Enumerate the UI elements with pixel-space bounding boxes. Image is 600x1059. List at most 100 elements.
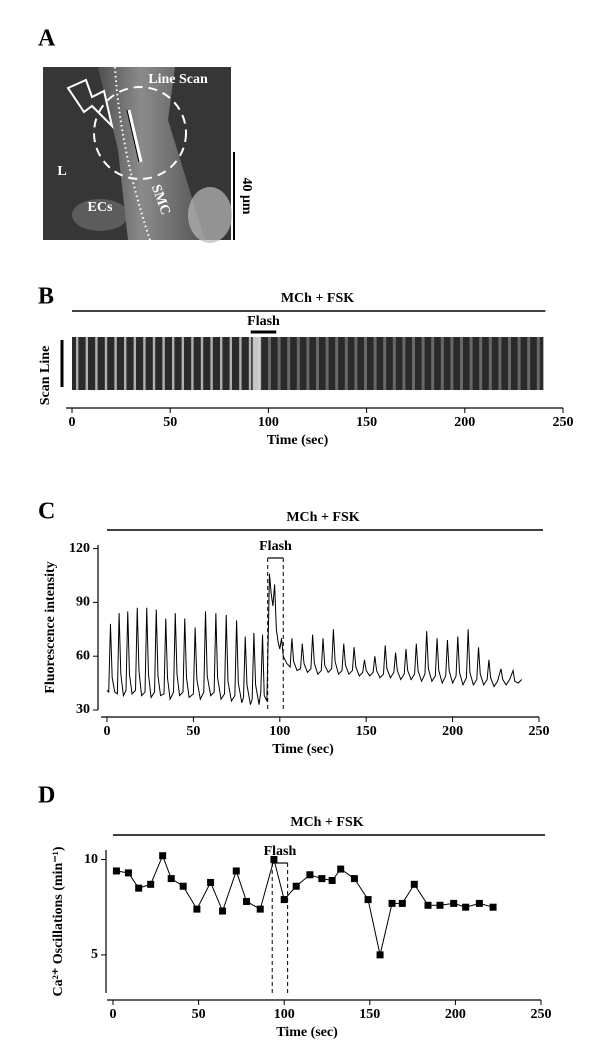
data-marker xyxy=(388,899,396,907)
kymograph-stripe xyxy=(536,337,540,390)
data-marker xyxy=(376,951,384,959)
kymograph-stripe xyxy=(200,337,204,390)
x-tick-label: 100 xyxy=(258,415,279,430)
x-tick-label: 150 xyxy=(356,724,377,739)
data-marker xyxy=(450,899,458,907)
kymograph xyxy=(72,337,544,390)
kymograph-stripe xyxy=(114,337,117,390)
kymograph-stripe xyxy=(354,337,358,390)
treatment-label: MCh + FSK xyxy=(286,510,359,525)
data-marker xyxy=(318,875,326,883)
kymograph-stripe xyxy=(76,337,79,390)
panel-label: B xyxy=(38,284,54,310)
kymograph-stripe xyxy=(469,337,473,390)
kymograph-stripe xyxy=(210,337,213,390)
y-tick-label: 5 xyxy=(91,947,98,962)
data-marker xyxy=(462,903,470,911)
y-axis-label: Ca²⁺ Oscillations (min⁻¹) xyxy=(51,846,66,996)
flash-bar xyxy=(250,330,277,334)
data-marker xyxy=(124,869,132,877)
x-axis-label: Time (sec) xyxy=(267,433,329,448)
kymograph-stripe xyxy=(191,337,194,390)
kymograph-stripe xyxy=(124,337,127,390)
y-tick-label: 10 xyxy=(84,852,98,867)
kymograph-stripe xyxy=(392,337,396,390)
data-marker xyxy=(292,882,300,890)
flash-label: Flash xyxy=(247,314,280,329)
kymograph-stripe xyxy=(335,337,339,390)
data-marker xyxy=(475,899,483,907)
kymograph-stripe xyxy=(488,337,492,390)
x-tick-label: 0 xyxy=(110,1007,117,1022)
kymograph-stripe xyxy=(268,337,271,390)
x-tick-label: 250 xyxy=(531,1007,552,1022)
kymograph-stripe xyxy=(344,337,348,390)
image-label: ECs xyxy=(88,200,113,215)
kymograph-stripe xyxy=(325,337,329,390)
panel-label: C xyxy=(38,499,55,525)
kymograph-stripe xyxy=(402,337,406,390)
micrograph xyxy=(43,66,232,243)
x-tick-label: 200 xyxy=(445,1007,466,1022)
kymograph-stripe xyxy=(421,337,425,390)
data-marker xyxy=(207,878,215,886)
kymograph-stripe xyxy=(162,337,165,390)
kymograph-stripe xyxy=(306,337,310,390)
kymograph-stripe xyxy=(95,337,98,390)
kymograph-stripe xyxy=(239,337,242,390)
x-tick-label: 200 xyxy=(454,415,475,430)
y-axis-label: Scan Line xyxy=(38,346,53,406)
data-marker xyxy=(159,852,167,860)
data-marker xyxy=(219,907,227,915)
scale-bar-label: 40 μm xyxy=(239,177,254,214)
kymograph-stripe xyxy=(296,337,300,390)
kymograph-stripe xyxy=(143,337,146,390)
x-tick-label: 0 xyxy=(69,415,76,430)
data-marker xyxy=(436,901,444,909)
kymograph-stripe xyxy=(248,337,252,390)
data-marker xyxy=(424,901,432,909)
kymograph-stripe xyxy=(85,337,88,390)
data-marker xyxy=(112,867,120,875)
x-tick-label: 150 xyxy=(356,415,377,430)
data-marker xyxy=(350,875,358,883)
data-marker xyxy=(167,875,175,883)
x-tick-label: 250 xyxy=(553,415,574,430)
kymograph-stripe xyxy=(277,337,281,390)
x-tick-label: 200 xyxy=(442,724,463,739)
data-marker xyxy=(270,856,278,864)
y-tick-label: 90 xyxy=(76,595,90,610)
kymograph-stripe xyxy=(220,337,223,390)
kymograph-stripe xyxy=(450,337,454,390)
kymograph-stripe xyxy=(479,337,483,390)
kymograph-stripe xyxy=(431,337,435,390)
kymograph-stripe xyxy=(460,337,463,390)
data-marker xyxy=(243,897,251,905)
data-marker xyxy=(193,905,201,913)
kymograph-stripe xyxy=(383,337,387,390)
kymograph-stripe xyxy=(287,337,291,390)
kymograph-stripe xyxy=(498,337,502,390)
data-marker xyxy=(337,865,345,873)
kymograph-stripe xyxy=(373,337,377,390)
x-tick-label: 50 xyxy=(163,415,177,430)
x-tick-label: 100 xyxy=(274,1007,295,1022)
data-marker xyxy=(328,877,336,885)
flash-label: Flash xyxy=(264,844,297,859)
flash-label: Flash xyxy=(259,539,292,554)
kymograph-stripe xyxy=(133,337,136,390)
kymograph-stripe xyxy=(104,337,108,390)
kymograph-stripe xyxy=(364,337,367,390)
y-tick-label: 30 xyxy=(76,702,90,717)
data-marker xyxy=(306,871,314,879)
y-tick-label: 120 xyxy=(69,541,90,556)
kymograph-stripe xyxy=(152,337,156,390)
kymograph-stripe xyxy=(181,337,184,390)
image-label: L xyxy=(57,164,66,179)
data-marker xyxy=(232,867,240,875)
data-marker xyxy=(147,880,155,888)
data-marker xyxy=(364,896,372,904)
data-marker xyxy=(489,903,497,911)
kymograph-stripe xyxy=(527,337,531,390)
